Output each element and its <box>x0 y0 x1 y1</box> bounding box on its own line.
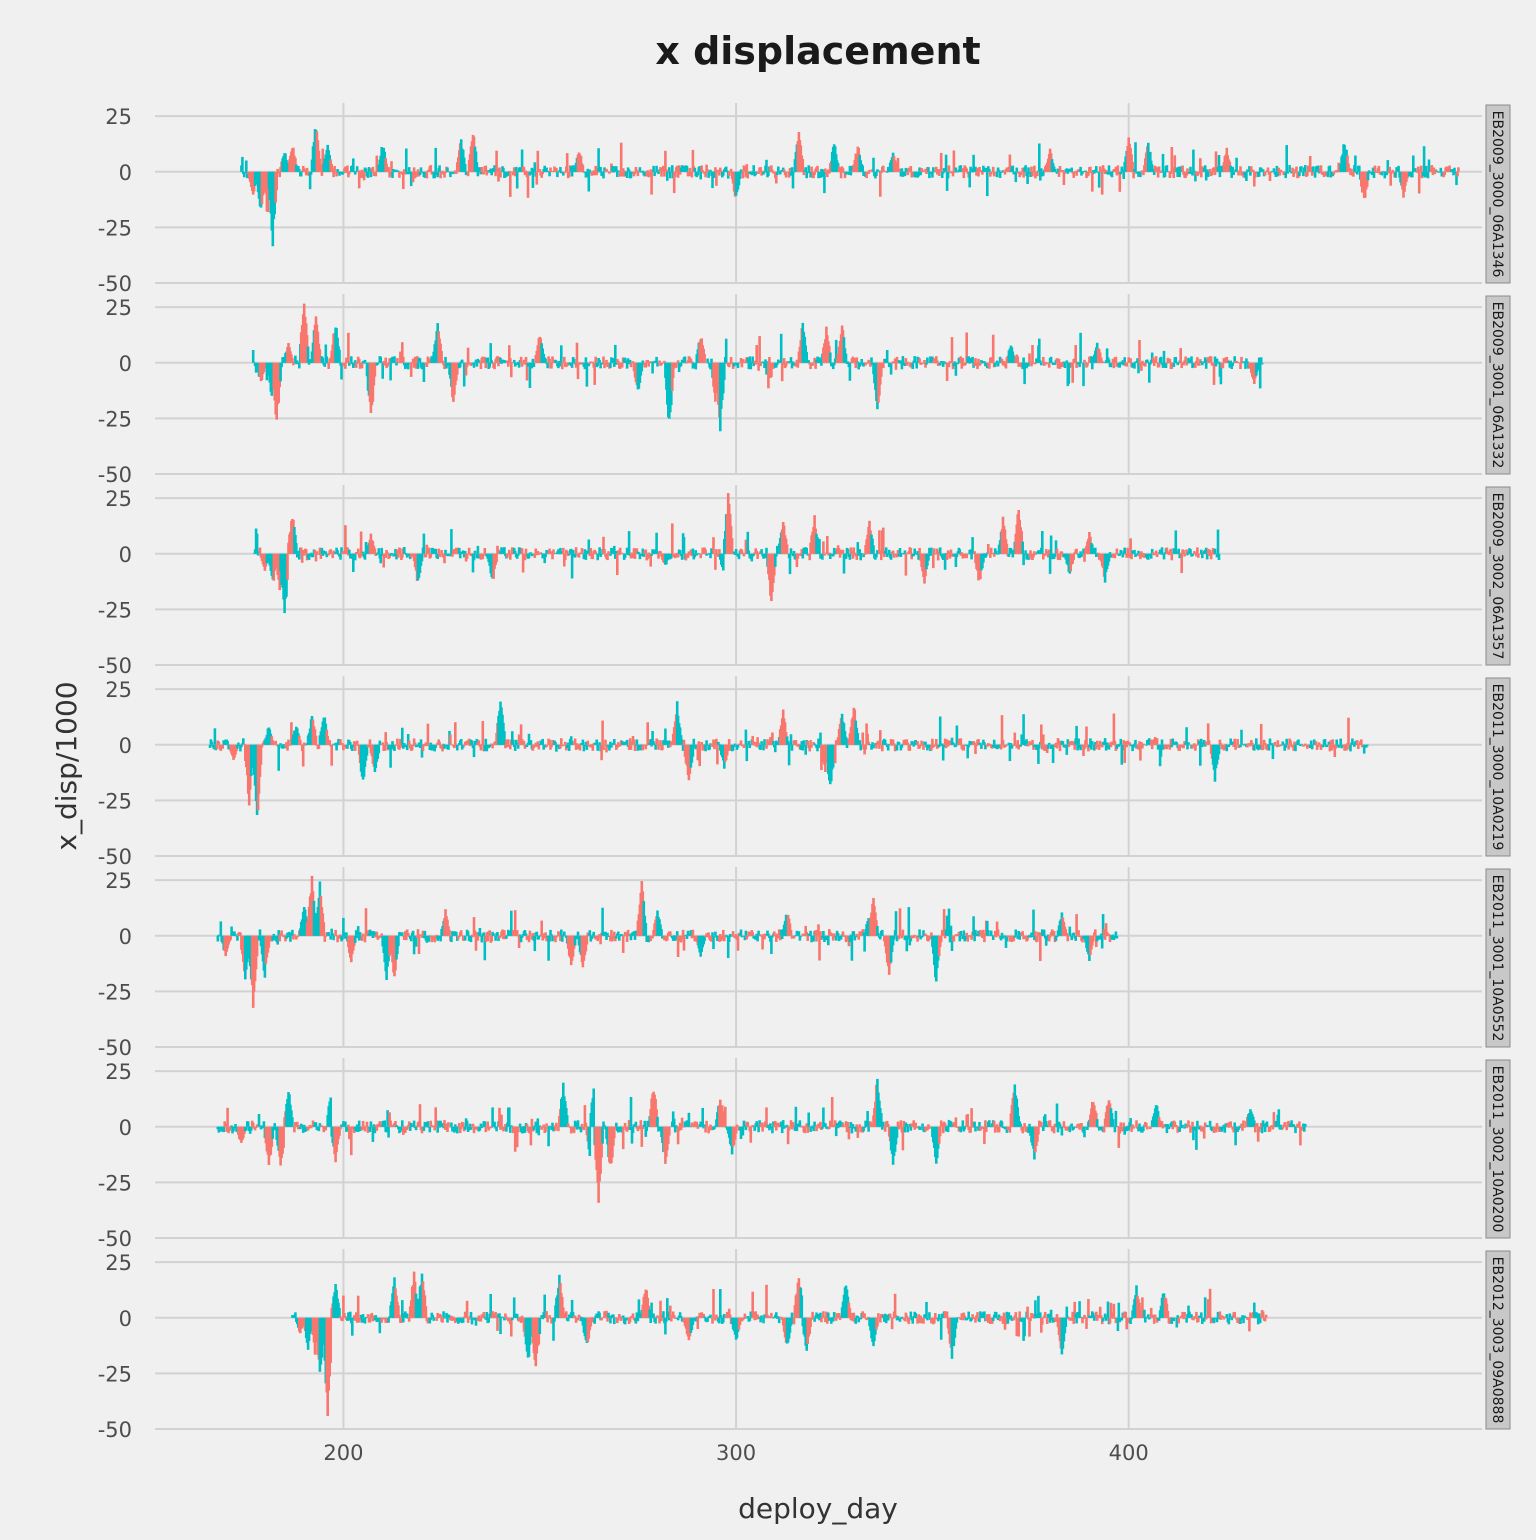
bar-series <box>218 876 1117 1008</box>
y-tick-label: 0 <box>119 352 132 376</box>
y-tick-label: 25 <box>105 105 132 129</box>
y-tick-label: -50 <box>98 654 132 678</box>
facet-strip-label: EB2009_3001_06A1332 <box>1489 302 1505 469</box>
facet-panel: 25 0 -25 -50 EB2009_3001_06A1332 <box>98 294 1510 487</box>
y-tick-label: -25 <box>98 980 132 1004</box>
x-axis-label: deploy_day <box>738 1492 898 1525</box>
chart-title: x displacement <box>655 29 980 73</box>
y-tick-label: 25 <box>105 296 132 320</box>
y-tick-label: -50 <box>98 1036 132 1060</box>
facet-strip-label: EB2009_3000_06A1346 <box>1489 111 1505 278</box>
bar-series <box>253 304 1262 432</box>
y-axis-label: x_disp/1000 <box>50 681 83 850</box>
y-tick-label: -50 <box>98 272 132 296</box>
bar-series <box>210 701 1368 815</box>
y-tick-label: 0 <box>119 543 132 567</box>
facet-strip-label: EB2009_3002_06A1357 <box>1489 493 1505 660</box>
facet-panel: 25 0 -25 -50 EB2009_3002_06A1357 <box>98 485 1510 678</box>
y-tick-label: 25 <box>105 678 132 702</box>
y-tick-label: 0 <box>119 925 132 949</box>
bar-series <box>241 129 1458 246</box>
y-tick-label: -50 <box>98 845 132 869</box>
y-tick-label: -50 <box>98 463 132 487</box>
facet-panel: 25 0 -25 -50 EB2009_3000_06A1346 <box>98 103 1510 296</box>
y-tick-label: -25 <box>98 216 132 240</box>
facet-panel: 25 0 -25 -50 EB2011_3000_10A0219 <box>98 676 1510 869</box>
y-tick-label: 0 <box>119 161 132 185</box>
facet-panels: 25 0 -25 -50 EB2009_3000_06A1346 25 0 -25 -50 EB2… <box>98 103 1510 1465</box>
y-tick-label: 25 <box>105 487 132 511</box>
y-tick-label: 0 <box>119 734 132 758</box>
y-tick-label: -25 <box>98 407 132 431</box>
y-tick-label: -25 <box>98 598 132 622</box>
y-tick-label: 25 <box>105 869 132 893</box>
y-tick-label: -25 <box>98 789 132 813</box>
facet-strip-label: EB2011_3000_10A0219 <box>1489 684 1505 851</box>
